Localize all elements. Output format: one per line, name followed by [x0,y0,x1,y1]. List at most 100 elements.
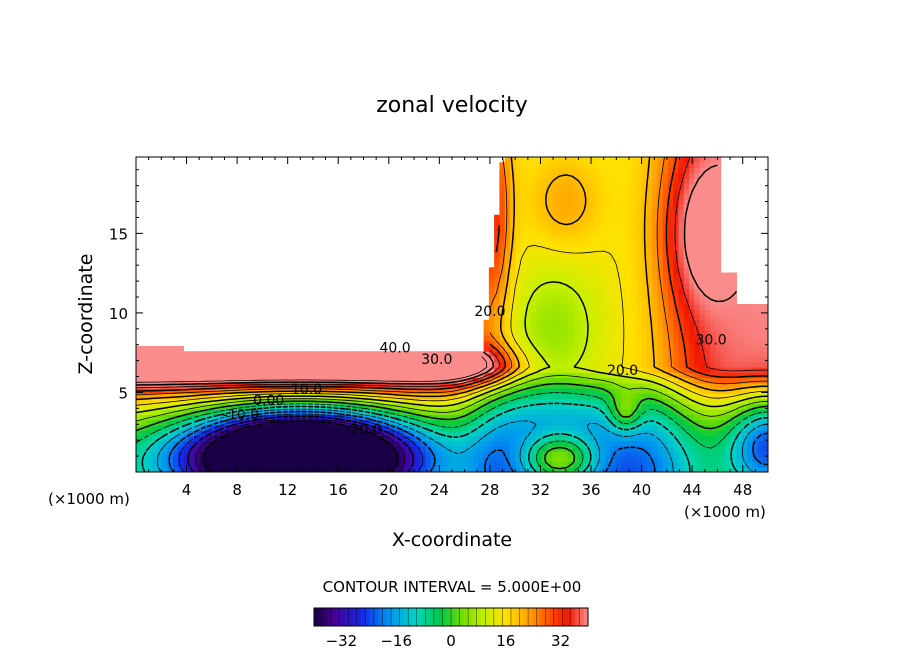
field-cell [646,246,653,253]
field-cell [251,372,258,379]
field-cell [404,466,411,472]
field-cell [610,298,616,305]
field-cell [546,262,553,268]
field-cell [599,309,606,316]
field-cell [567,241,574,247]
field-cell [652,241,658,247]
field-cell [167,377,174,384]
field-cell [452,367,458,373]
field-cell [557,340,564,347]
field-cell [536,456,543,463]
field-cell [546,403,553,410]
field-cell [494,409,500,415]
field-cell [520,461,527,468]
field-cell [631,456,637,463]
field-cell [699,162,706,169]
field-cell [689,356,695,363]
field-cell [689,430,695,436]
field-cell [325,409,332,415]
field-cell [525,262,532,268]
contour-line [136,164,737,386]
field-cell [620,398,627,405]
field-cell [467,424,474,431]
field-cell [531,340,537,347]
field-cell [567,293,574,300]
field-cell [167,398,174,405]
field-cell [694,388,701,394]
field-cell [325,382,332,389]
field-cell [520,435,527,442]
field-cell [346,398,353,405]
field-cell [404,377,411,384]
field-cell [425,451,432,457]
field-cell [378,398,385,405]
field-cell [578,267,585,274]
field-cell [504,246,511,253]
field-cell [583,220,590,226]
field-cell [620,220,627,226]
field-cell [225,367,232,373]
field-cell [720,330,727,337]
field-cell [504,241,511,247]
field-cell [736,330,743,337]
field-cell [531,272,537,279]
field-cell [183,367,190,373]
field-cell [741,340,748,347]
field-cell [278,440,285,447]
field-cell [378,361,385,368]
field-cell [678,277,685,284]
field-cell [646,251,653,258]
field-cell [525,230,532,237]
field-cell [304,456,311,463]
field-cell [699,220,706,226]
field-cell [504,193,511,200]
field-cell [230,367,237,373]
field-cell [388,451,395,457]
field-cell [283,377,290,384]
field-cell [525,267,532,274]
field-cell [625,440,632,447]
field-cell [346,393,353,400]
field-cell [151,361,158,368]
field-cell [615,435,622,442]
field-cell [136,461,142,468]
field-cell [294,377,300,384]
field-cell [731,461,737,468]
field-cell [552,330,558,337]
field-cell [667,157,674,163]
field-cell [673,199,680,205]
field-cell [678,372,685,379]
field-cell [183,445,190,452]
field-cell [388,351,395,358]
field-cell [667,288,674,295]
field-cell [336,403,342,410]
field-cell [578,220,585,226]
field-cell [478,440,485,447]
field-cell [193,414,200,421]
field-cell [251,451,258,457]
field-cell [562,167,569,174]
field-cell [657,178,664,184]
contour-line [202,420,398,472]
field-cell [641,298,648,305]
field-cell [241,466,248,472]
field-cell [215,361,221,368]
field-cell [625,193,632,200]
field-cell [546,235,553,242]
field-cell [599,451,606,457]
field-cell [415,445,421,452]
field-cell [678,314,685,321]
field-cell [204,382,211,389]
field-cell [678,183,685,190]
field-cell [678,435,685,442]
field-cell [652,277,658,284]
field-cell [583,419,590,426]
field-cell [483,330,490,337]
field-cell [646,241,653,247]
field-cell [757,340,764,347]
field-cell [536,356,543,363]
field-cell [446,377,453,384]
field-cell [746,445,753,452]
field-cell [488,346,495,352]
field-cell [541,377,548,384]
